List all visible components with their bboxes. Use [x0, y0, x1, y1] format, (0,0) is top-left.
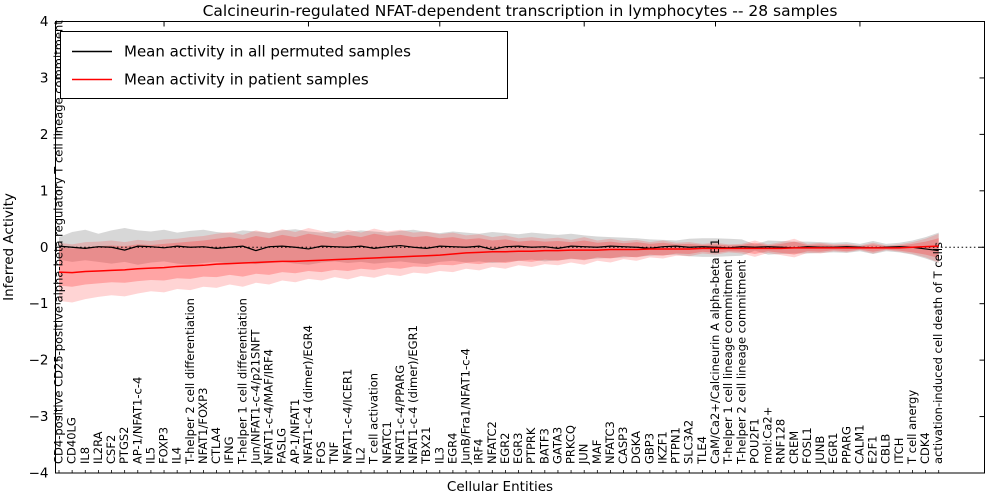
x-category-label: FOS [314, 441, 328, 464]
x-category-label: NFATC3 [603, 421, 617, 464]
x-category-label: CASP3 [616, 427, 630, 464]
x-category-label: GATA3 [550, 427, 564, 464]
x-category-label: IL8 [78, 447, 92, 464]
x-category-label: activation-induced cell death of T cells [931, 242, 945, 464]
x-category-label: EGR3 [511, 433, 525, 465]
x-category-label: EGR2 [498, 432, 512, 464]
x-category-label: CTLA4 [209, 427, 223, 464]
x-category-label: PTPN1 [669, 427, 683, 464]
y-tick-label: −4 [29, 466, 49, 482]
y-tick-label: 4 [40, 14, 49, 30]
x-category-label: IL2RA [91, 431, 105, 464]
x-category-label: AP-1/NFAT1-c-4 [130, 377, 144, 464]
x-category-label: GBP3 [642, 433, 656, 464]
x-category-label: IL5 [143, 447, 157, 464]
x-category-label: RNF128 [774, 419, 788, 464]
x-category-label: JUN [577, 444, 591, 465]
legend: Mean activity in all permuted samples Me… [60, 31, 508, 99]
x-category-label: T-helper 2 cell lineage commitment [734, 259, 748, 465]
x-category-label: EGR1 [826, 433, 840, 465]
x-category-label: PTGS2 [117, 427, 131, 465]
x-category-label: ITCH [892, 438, 906, 464]
x-category-label: T-helper 1 cell differentiation [235, 298, 249, 465]
x-category-label: AP-1/NFAT1 [288, 399, 302, 464]
x-category-label: FOXP3 [157, 427, 171, 464]
y-tick-label: −2 [29, 353, 49, 369]
x-category-label: CBLB [879, 434, 893, 464]
x-category-label: NFAT1/FOXP3 [196, 388, 210, 464]
axes-frame [55, 21, 985, 474]
x-category-label: T cell anergy [905, 390, 919, 465]
x-category-label: NFAT1-c-4 (dimer)/EGR4 [301, 325, 315, 464]
x-category-label: TLE4 [695, 436, 709, 465]
x-category-label: PRKCQ [564, 425, 578, 464]
x-category-label: E2F1 [866, 435, 880, 464]
x-category-label: NFAT1-c-4/ICER1 [340, 369, 354, 464]
x-category-label: SLC3A2 [682, 420, 696, 464]
x-category-label: IL4 [170, 447, 184, 464]
x-category-label: POU2F1 [747, 418, 761, 464]
y-tick-label: 1 [40, 183, 49, 199]
x-category-label: CSF2 [104, 435, 118, 464]
x-category-label: T-helper 2 cell differentiation [183, 298, 197, 465]
chart-title: Calcineurin-regulated NFAT-dependent tra… [203, 2, 838, 20]
x-category-label: NFAT1-c-4 (dimer)/EGR1 [406, 325, 420, 464]
x-category-label: JUNB [813, 436, 827, 465]
x-category-label: IKZF1 [655, 431, 669, 464]
x-category-label: CaM/Ca2+/Calcineurin A alpha-beta B1 [708, 239, 722, 464]
y-tick-label: 3 [40, 70, 49, 86]
x-category-label: NFATC2 [485, 421, 499, 464]
x-category-label: TNF [327, 442, 341, 465]
x-category-label: JunB/Fra1/NFAT1-c-4 [459, 348, 473, 465]
x-category-label: TBX21 [419, 427, 433, 465]
x-axis-label: Cellular Entities [447, 479, 553, 495]
x-category-label: CDK4 [918, 432, 932, 464]
x-category-label: CREM [787, 431, 801, 464]
x-category-label: T cell activation [367, 373, 381, 465]
x-category-label: PPARG [839, 426, 853, 464]
x-category-label: MAF [590, 440, 604, 464]
x-category-label: CALM1 [852, 424, 866, 464]
x-category-label: BATF3 [537, 428, 551, 464]
legend-label-permuted: Mean activity in all permuted samples [124, 43, 411, 61]
x-category-label: NFAT1-c-4/MAF/IRF4 [262, 349, 276, 464]
x-category-label: DGKA [629, 431, 643, 464]
x-category-label: NFATC1 [380, 421, 394, 464]
x-category-label: PTPRK [524, 427, 538, 464]
x-category-label: EGR4 [445, 433, 459, 465]
x-category-label: IL2 [353, 447, 367, 464]
legend-label-patient: Mean activity in patient samples [124, 71, 369, 89]
x-category-label: Jun/NFAT1-c-4/p21SNFT [248, 329, 262, 465]
plot-area: CD4-positive CD25-positive alpha-beta re… [29, 14, 985, 482]
legend-box [60, 31, 508, 99]
y-tick-label: 2 [40, 127, 49, 143]
y-tick-label: −1 [29, 296, 49, 312]
x-category-label: T-helper 1 cell lineage commitment [721, 259, 735, 465]
x-category-label: FOSL1 [800, 427, 814, 464]
x-category-label: IFNG [222, 436, 236, 464]
y-axis-label: Inferred Activity [1, 193, 17, 301]
x-category-label: FASLG [275, 428, 289, 464]
series-line-patient [58, 245, 939, 274]
x-category-label: mol:Ca2+ [761, 407, 775, 464]
x-category-label: CD40LG [65, 417, 79, 464]
y-tick-label: 0 [40, 240, 49, 256]
x-category-label: IRF4 [472, 439, 486, 464]
y-tick-label: −3 [29, 409, 49, 425]
band-0 [59, 228, 939, 265]
x-category-label: NFAT1-c-4/PPARG [393, 365, 407, 464]
x-category-label: IL3 [432, 447, 446, 464]
